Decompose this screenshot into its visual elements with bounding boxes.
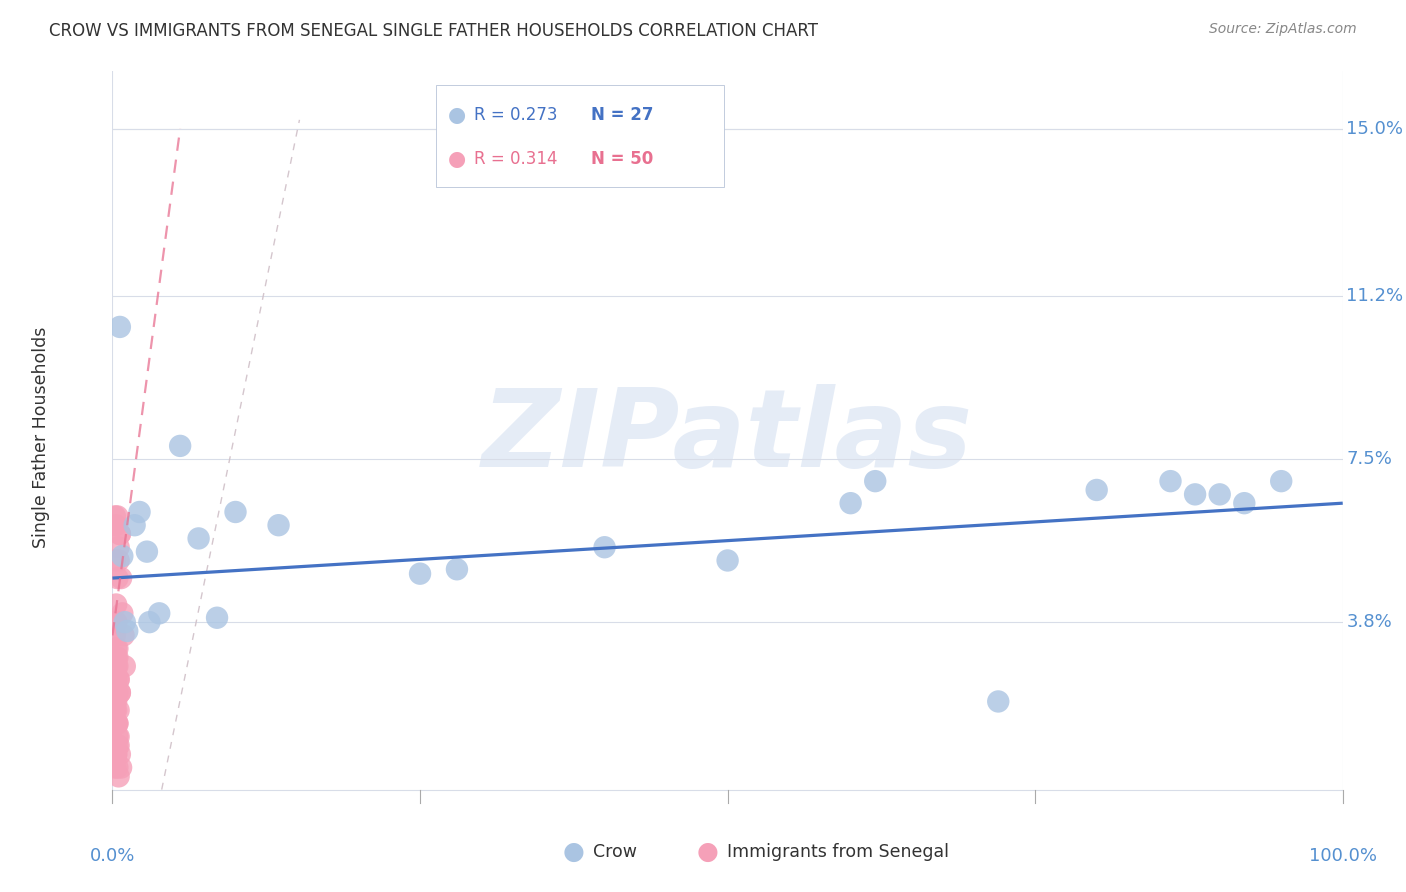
Text: ●: ● xyxy=(449,105,465,126)
Text: 7.5%: 7.5% xyxy=(1347,450,1392,468)
Point xyxy=(104,694,127,708)
Text: ZIPatlas: ZIPatlas xyxy=(482,384,973,490)
Point xyxy=(107,730,129,744)
Point xyxy=(105,650,128,665)
Text: R = 0.314: R = 0.314 xyxy=(474,150,557,168)
Point xyxy=(105,716,128,731)
Point xyxy=(108,686,131,700)
Point xyxy=(107,641,129,656)
Text: 15.0%: 15.0% xyxy=(1347,120,1403,137)
Point xyxy=(1270,474,1292,488)
Point xyxy=(107,703,129,717)
Point xyxy=(409,566,432,581)
Point xyxy=(205,611,228,625)
Text: Crow: Crow xyxy=(593,843,637,861)
Point xyxy=(593,540,616,554)
Point xyxy=(1184,487,1206,501)
Point xyxy=(148,607,170,621)
Point xyxy=(110,760,132,774)
Point xyxy=(107,760,129,774)
Point xyxy=(105,615,128,629)
Point xyxy=(136,544,159,558)
Text: Immigrants from Senegal: Immigrants from Senegal xyxy=(727,843,949,861)
Point xyxy=(108,527,131,541)
Point xyxy=(104,739,127,753)
Point xyxy=(107,730,129,744)
Point xyxy=(863,474,887,488)
Point xyxy=(107,686,129,700)
Point xyxy=(104,628,127,642)
Point xyxy=(107,540,129,554)
Point xyxy=(105,716,128,731)
Point xyxy=(117,624,138,638)
Point xyxy=(987,694,1010,708)
Point xyxy=(124,518,146,533)
Point xyxy=(104,509,127,524)
Point xyxy=(111,607,134,621)
Point xyxy=(107,509,129,524)
Point xyxy=(114,659,136,673)
Point xyxy=(1233,496,1256,510)
Point xyxy=(225,505,247,519)
Point xyxy=(105,598,128,612)
Point xyxy=(112,628,135,642)
Text: ●: ● xyxy=(696,840,718,863)
Text: ●: ● xyxy=(562,840,585,863)
Text: Source: ZipAtlas.com: Source: ZipAtlas.com xyxy=(1209,22,1357,37)
Text: 0.0%: 0.0% xyxy=(90,847,135,865)
Point xyxy=(107,673,129,687)
Text: CROW VS IMMIGRANTS FROM SENEGAL SINGLE FATHER HOUSEHOLDS CORRELATION CHART: CROW VS IMMIGRANTS FROM SENEGAL SINGLE F… xyxy=(49,22,818,40)
Point xyxy=(107,673,129,687)
Point xyxy=(107,739,129,753)
Point xyxy=(107,739,129,753)
Point xyxy=(128,505,150,519)
Point xyxy=(105,694,128,708)
Point xyxy=(839,496,862,510)
Point xyxy=(110,571,132,585)
Point xyxy=(107,716,129,731)
Point xyxy=(111,549,134,563)
Text: N = 50: N = 50 xyxy=(591,150,652,168)
Text: R = 0.273: R = 0.273 xyxy=(474,106,557,124)
Point xyxy=(717,553,740,567)
Point xyxy=(108,747,131,762)
Point xyxy=(104,760,127,774)
Point xyxy=(1209,487,1232,501)
Point xyxy=(169,439,191,453)
Point xyxy=(105,641,128,656)
Point xyxy=(105,673,128,687)
Point xyxy=(114,615,136,629)
Point xyxy=(105,518,128,533)
Point xyxy=(107,769,129,783)
Point xyxy=(1085,483,1108,497)
Point xyxy=(107,571,129,585)
Point xyxy=(104,553,127,567)
Text: Single Father Households: Single Father Households xyxy=(32,326,51,548)
Point xyxy=(105,747,128,762)
Point xyxy=(108,686,131,700)
Point xyxy=(107,650,129,665)
Text: ●: ● xyxy=(449,148,465,169)
Text: N = 27: N = 27 xyxy=(591,106,652,124)
Point xyxy=(105,615,128,629)
Point xyxy=(105,703,128,717)
Point xyxy=(107,553,129,567)
Text: 100.0%: 100.0% xyxy=(1309,847,1376,865)
Text: 3.8%: 3.8% xyxy=(1347,613,1392,632)
Point xyxy=(187,532,209,546)
Point xyxy=(105,747,128,762)
Point xyxy=(108,527,131,541)
Point xyxy=(138,615,160,629)
Point xyxy=(105,659,128,673)
Text: 11.2%: 11.2% xyxy=(1347,287,1403,305)
Point xyxy=(1159,474,1181,488)
Point xyxy=(446,562,468,576)
Point xyxy=(104,703,127,717)
Point xyxy=(108,320,131,334)
Point xyxy=(267,518,290,533)
Point xyxy=(107,716,129,731)
Point xyxy=(107,659,129,673)
